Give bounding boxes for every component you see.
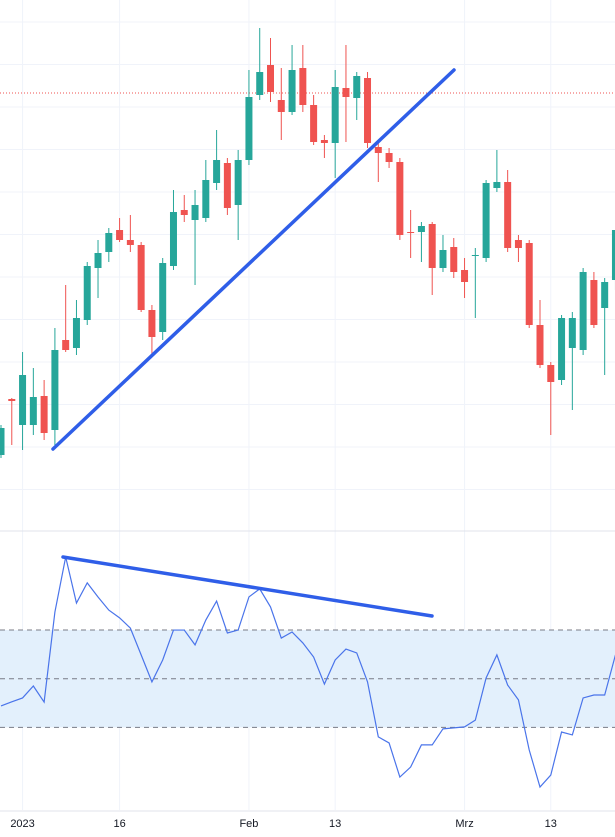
- candle-body: [461, 270, 469, 282]
- candle-body: [450, 247, 458, 272]
- candle-body: [310, 105, 318, 142]
- candle-body: [8, 399, 16, 401]
- trend-line: [61, 555, 434, 618]
- candle-body: [256, 72, 264, 95]
- x-tick-label: 13: [329, 818, 341, 830]
- candle-body: [40, 396, 48, 433]
- x-tick-label: Mrz: [455, 818, 473, 830]
- candle-body: [407, 232, 415, 233]
- x-tick-label: 13: [545, 818, 557, 830]
- candle-body: [72, 318, 80, 348]
- candle-body: [267, 65, 274, 92]
- candle-body: [342, 88, 350, 97]
- candle-body: [180, 210, 188, 215]
- candle-body: [331, 87, 339, 143]
- rsi-line: [0, 556, 615, 789]
- candle-body: [611, 230, 615, 280]
- x-tick-label: 16: [113, 818, 125, 830]
- candle-body: [19, 375, 27, 425]
- candle-body: [299, 68, 307, 105]
- candle-body: [514, 240, 522, 248]
- candle-body: [288, 70, 296, 112]
- candle-body: [547, 365, 555, 382]
- candle-body: [213, 160, 221, 183]
- candle-body: [116, 230, 124, 240]
- candle-body: [579, 272, 587, 350]
- candle-body: [504, 182, 512, 248]
- candle-body: [353, 76, 361, 98]
- candle-body: [62, 340, 70, 350]
- candle-body: [493, 182, 501, 188]
- candle-body: [159, 263, 167, 332]
- candle-body: [590, 280, 598, 325]
- candle-body: [417, 226, 425, 232]
- candle-body: [0, 428, 5, 455]
- candle-body: [223, 163, 231, 208]
- candle-body: [558, 318, 566, 380]
- candle-body: [51, 350, 59, 430]
- candle-body: [396, 162, 404, 235]
- candle-body: [439, 250, 447, 268]
- candle-body: [374, 147, 382, 153]
- trend-line: [51, 68, 456, 451]
- candle-body: [482, 183, 490, 258]
- candle-body: [126, 240, 134, 245]
- candle-body: [277, 100, 285, 112]
- candle-body: [191, 205, 199, 220]
- candle-body: [568, 318, 576, 348]
- candle-body: [601, 282, 609, 308]
- candle-body: [83, 266, 91, 320]
- candle-body: [29, 397, 37, 425]
- candle-body: [105, 233, 113, 252]
- candle-body: [536, 325, 544, 365]
- candle-body: [94, 253, 102, 268]
- x-tick-label: 2023: [10, 818, 34, 830]
- candle-body: [385, 153, 393, 162]
- candle-body: [169, 212, 177, 266]
- candle-body: [234, 160, 242, 205]
- candle-body: [202, 180, 210, 218]
- candle-body: [320, 140, 328, 143]
- candle-body: [525, 243, 533, 325]
- candle-body: [364, 78, 372, 143]
- x-tick-label: Feb: [239, 818, 258, 830]
- candle-body: [428, 224, 436, 268]
- candle-body: [245, 97, 253, 160]
- candle-body: [471, 255, 479, 256]
- candle-body: [148, 310, 156, 337]
- candle-body: [137, 245, 145, 310]
